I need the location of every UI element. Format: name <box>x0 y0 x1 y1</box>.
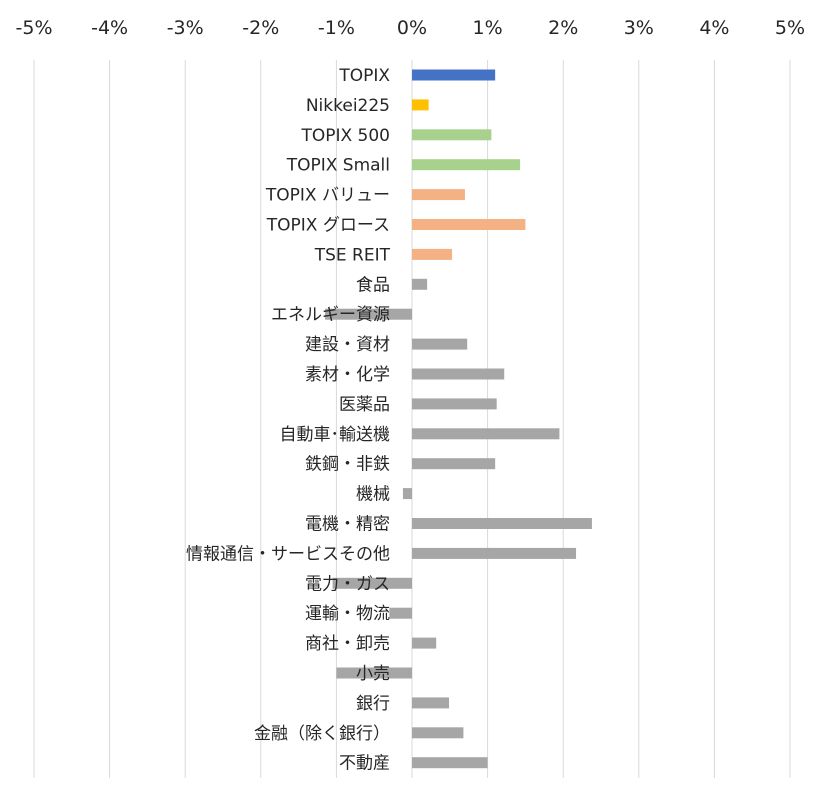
category-label: 機械 <box>356 485 390 505</box>
category-label: エネルギー資源 <box>271 305 390 325</box>
category-label: 素材・化学 <box>305 365 390 385</box>
x-tick-label: 3% <box>624 17 654 39</box>
bar <box>336 667 412 679</box>
category-label: TOPIX 500 <box>300 126 390 146</box>
category-label: 商社・卸売 <box>305 634 390 654</box>
x-tick-label: -5% <box>16 17 53 39</box>
bar <box>412 428 560 440</box>
category-label: 銀行 <box>356 694 390 714</box>
x-tick-label: 1% <box>473 17 503 39</box>
category-label: 建設・資材 <box>305 335 390 355</box>
x-tick-label: 0% <box>397 17 427 39</box>
bar <box>412 278 428 290</box>
category-label: 電機・精密 <box>305 515 390 535</box>
bar <box>412 757 488 769</box>
category-label: 医薬品 <box>339 395 390 415</box>
bar <box>389 607 412 619</box>
x-tick-label: -3% <box>167 17 204 39</box>
category-labels: TOPIX Nikkei225 TOPIX 500 TOPIX Small TOPIX … <box>186 66 391 774</box>
category-label: 自動車･輸送機 <box>280 425 391 445</box>
category-label: TOPIX Small <box>286 156 390 176</box>
category-label: 食品 <box>356 275 390 295</box>
bar <box>412 518 592 529</box>
bar <box>412 398 497 410</box>
bar <box>412 248 453 260</box>
category-label: 不動産 <box>339 754 390 774</box>
bar <box>412 458 496 470</box>
category-label: 小売 <box>356 664 390 684</box>
category-label: 金融（除く銀行） <box>254 724 390 744</box>
bars <box>325 69 592 769</box>
x-axis-tick-labels: -5% -4% -3% -2% -1% 0% 1% 2% 3% 4% 5% <box>16 17 806 39</box>
bar <box>412 637 437 649</box>
bar <box>412 219 526 230</box>
category-label: TSE REIT <box>314 245 391 265</box>
bar <box>412 547 577 559</box>
bar <box>412 189 465 201</box>
bar <box>325 308 412 320</box>
category-label: Nikkei225 <box>306 96 390 116</box>
gridlines <box>33 60 791 778</box>
x-tick-label: -4% <box>91 17 128 39</box>
x-tick-label: -1% <box>318 17 355 39</box>
bar <box>412 338 468 350</box>
category-label: 鉄鋼・非鉄 <box>305 455 390 475</box>
category-label: TOPIX <box>338 66 390 86</box>
x-tick-label: 2% <box>548 17 578 39</box>
bar <box>412 159 521 171</box>
bar <box>412 727 464 739</box>
category-label: TOPIX グロース <box>266 216 390 236</box>
bar <box>412 129 492 141</box>
x-tick-label: -2% <box>242 17 279 39</box>
bar <box>332 577 412 589</box>
bar <box>412 99 429 111</box>
x-tick-label: 4% <box>699 17 729 39</box>
bar <box>412 69 496 81</box>
category-label: 運輸・物流 <box>305 604 390 624</box>
bar <box>412 368 505 380</box>
category-label: TOPIX バリュー <box>265 186 390 206</box>
category-label: 電力・ガス <box>305 574 390 594</box>
bar <box>402 488 412 500</box>
bar <box>412 697 450 709</box>
category-label: 情報通信・サービスその他 <box>186 544 390 564</box>
x-tick-label: 5% <box>775 17 805 39</box>
